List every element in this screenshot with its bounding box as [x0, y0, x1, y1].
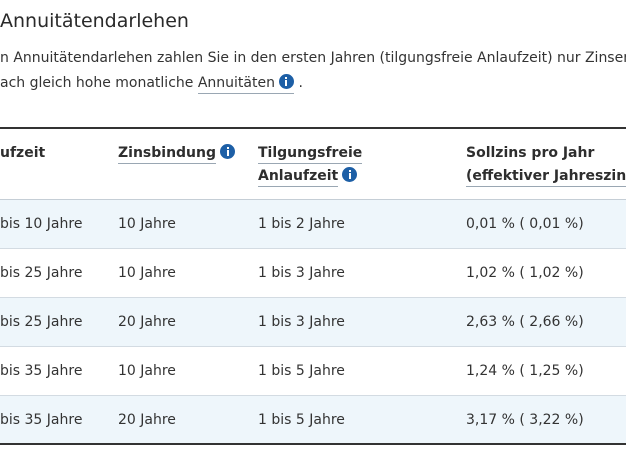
table-cell: 1,24 % ( 1,25 %)	[466, 363, 584, 379]
table-top-border	[0, 127, 626, 129]
column-header[interactable]: Tilgungsfreie Anlaufzeit	[258, 142, 363, 188]
table-row: bis 10 Jahre 10 Jahre 1 bis 2 Jahre 0,01 % …	[0, 200, 626, 249]
column-header-text[interactable]: Anlaufzeit	[258, 168, 339, 187]
link[interactable]: Annuitäten	[197, 74, 294, 94]
table-cell: 1 bis 3 Jahre	[258, 265, 345, 281]
info-icon[interactable]	[278, 74, 294, 89]
table-row: bis 35 Jahre 10 Jahre 1 bis 5 Jahre 1,24 % …	[0, 347, 626, 396]
table-cell: bis 10 Jahre	[0, 216, 83, 232]
table-cell: 0,01 % ( 0,01 %)	[466, 216, 584, 232]
intro-text: ach gleich hohe monatliche	[0, 75, 194, 91]
column-header-text: Sollzins pro Jahr	[466, 145, 595, 161]
link-text[interactable]: Annuitäten	[197, 75, 275, 91]
column-header-text: (effektiver Jahreszins	[466, 168, 626, 187]
table-row: bis 25 Jahre 20 Jahre 1 bis 3 Jahre 2,63 % …	[0, 298, 626, 347]
intro-text: n Annuitätendarlehen zahlen Sie in den e…	[0, 50, 626, 66]
table-row: bis 35 Jahre 20 Jahre 1 bis 5 Jahre 3,17 % …	[0, 396, 626, 445]
column-header[interactable]: Zinsbindung	[118, 142, 236, 165]
table-cell: 1 bis 2 Jahre	[258, 216, 345, 232]
table-cell: 2,63 % ( 2,66 %)	[466, 314, 584, 330]
header-border	[0, 199, 626, 200]
table-row: bis 25 Jahre 10 Jahre 1 bis 3 Jahre 1,02 % …	[0, 249, 626, 298]
table-bottom-border	[0, 443, 626, 445]
column-header-text[interactable]: Tilgungsfreie	[258, 145, 363, 164]
intro-text: ach gleich hohe monatliche Annuitäten .	[0, 74, 303, 94]
table-cell: 1 bis 5 Jahre	[258, 363, 345, 379]
table-cell: 10 Jahre	[118, 216, 176, 232]
table-cell: 10 Jahre	[118, 363, 176, 379]
table-cell: bis 25 Jahre	[0, 314, 83, 330]
table-cell: bis 35 Jahre	[0, 412, 83, 428]
table-cell: 1,02 % ( 1,02 %)	[466, 265, 584, 281]
column-header: Sollzins pro Jahr (effektiver Jahreszins	[466, 142, 626, 188]
table-cell: 1 bis 5 Jahre	[258, 412, 345, 428]
intro-text: .	[298, 75, 303, 91]
info-icon[interactable]	[342, 167, 358, 182]
table-cell: 20 Jahre	[118, 412, 176, 428]
table-cell: 1 bis 3 Jahre	[258, 314, 345, 330]
column-header-text[interactable]: Zinsbindung	[118, 145, 217, 164]
table-cell: 20 Jahre	[118, 314, 176, 330]
table-cell: 10 Jahre	[118, 265, 176, 281]
table-cell: bis 25 Jahre	[0, 265, 83, 281]
column-header: ufzeit	[0, 145, 46, 161]
table-cell: bis 35 Jahre	[0, 363, 83, 379]
table-cell: 3,17 % ( 3,22 %)	[466, 412, 584, 428]
title: Annuitätendarlehen	[0, 10, 189, 32]
info-icon[interactable]	[220, 144, 236, 159]
